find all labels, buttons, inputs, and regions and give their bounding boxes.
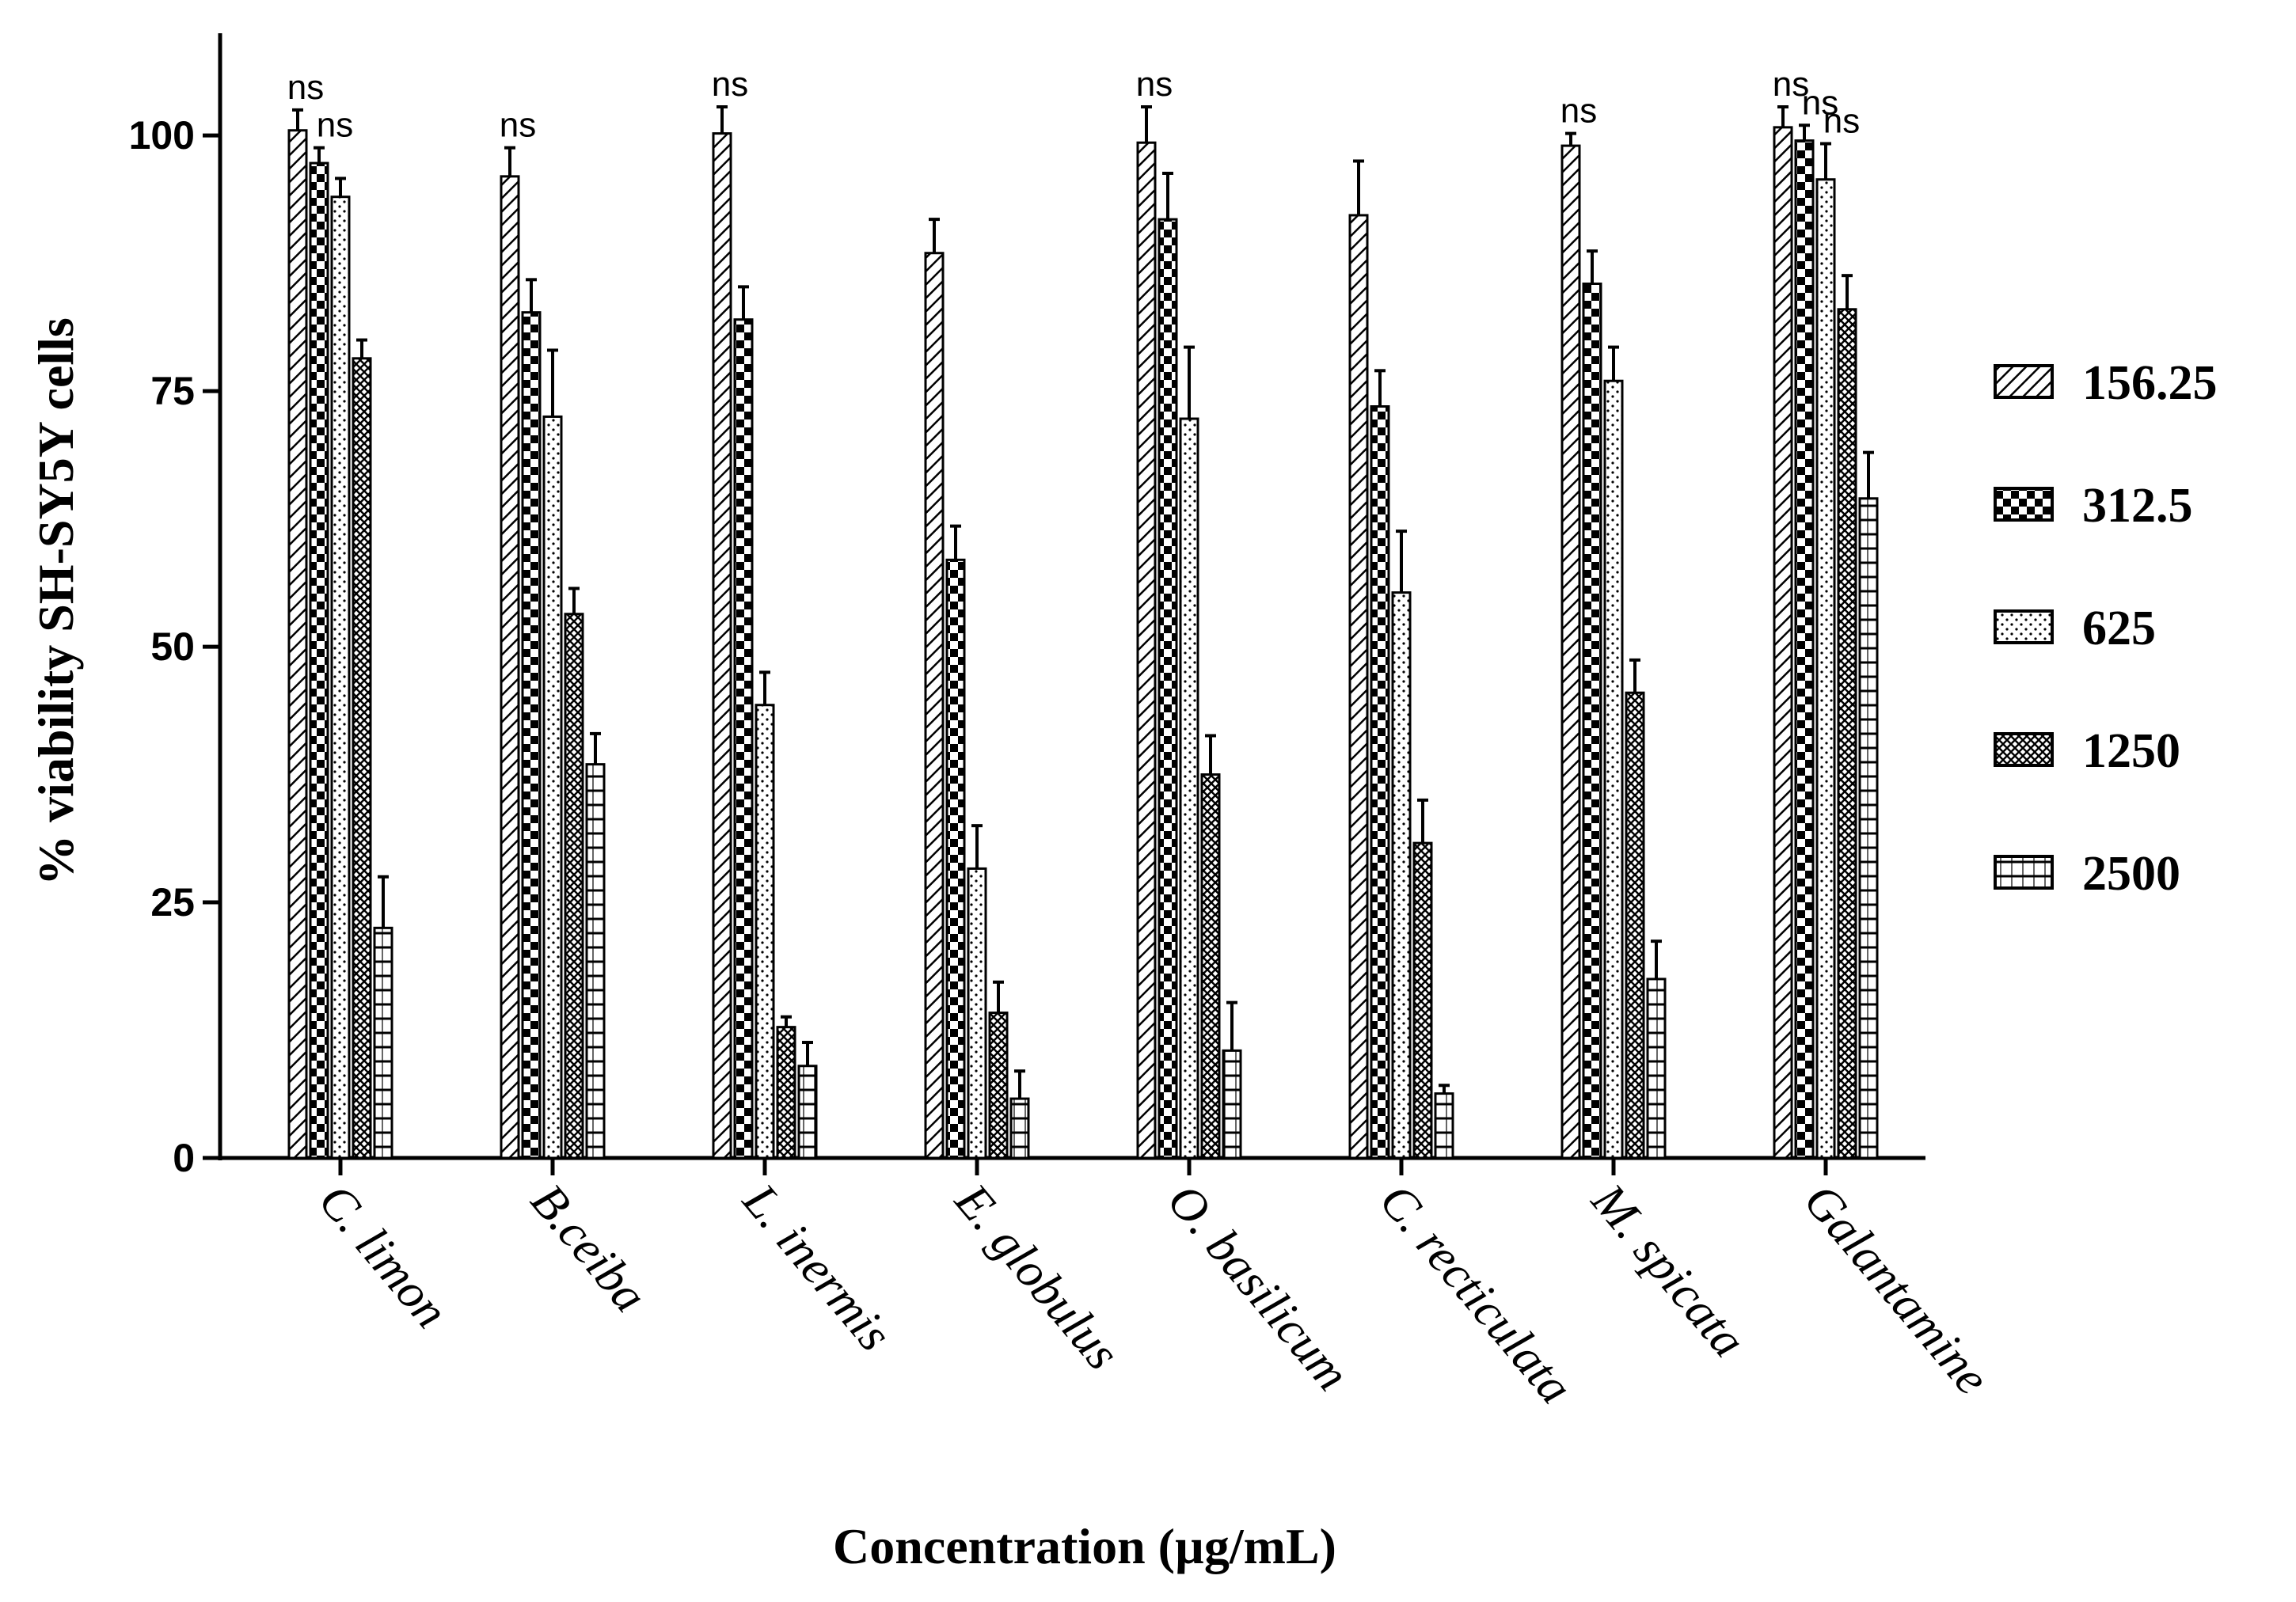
bar [1136,141,1157,1160]
bar [1646,978,1667,1160]
legend-label: 625 [2082,602,2156,655]
x-tick-label: L. inermis [732,1174,902,1361]
x-tick-label: Galantamine [1793,1174,1999,1405]
bar [1370,405,1390,1160]
bar [373,926,393,1160]
legend-swatch [1994,855,2054,890]
y-tick-label: 50 [150,624,195,669]
legend-label: 312.5 [2082,479,2193,533]
x-axis-title: Concentration (µg/mL) [833,1518,1336,1574]
bar [1773,126,1793,1160]
ns-annotation: ns [1823,102,1860,141]
legend-swatch [1994,364,2054,399]
bar [1348,214,1369,1160]
bar [1434,1092,1454,1160]
bar [542,415,563,1160]
bar [1794,139,1815,1160]
legend: 156.25 312.5 625 1250 2500 [1994,356,2218,901]
bar [1009,1097,1030,1160]
bar [1582,282,1602,1160]
x-tick-label: B.ceiba [520,1174,657,1322]
bar [352,357,372,1160]
legend-label: 1250 [2082,724,2180,778]
y-tick-label: 25 [150,880,195,924]
ns-annotation: ns [1136,65,1173,104]
bar [967,867,987,1160]
y-tick-label: 0 [173,1136,195,1180]
x-tick-label: E. globulus [945,1174,1130,1380]
bar [755,704,775,1160]
bar [564,613,584,1160]
bar [1625,691,1645,1160]
bar [1858,497,1879,1160]
legend-swatch [1994,732,2054,767]
x-tick-label: C. limon [308,1174,458,1338]
bar [1603,379,1624,1160]
ns-annotation: ns [317,106,353,145]
bar [1200,773,1221,1160]
bar [797,1065,818,1160]
bar [1560,144,1581,1160]
bar [1158,218,1178,1160]
ns-annotation: ns [712,65,748,104]
bar [1391,591,1412,1160]
bar [309,161,329,1160]
legend-label: 2500 [2082,847,2180,901]
bar [945,558,966,1160]
bar [521,311,542,1160]
y-tick-label: 100 [129,113,195,158]
legend-label: 156.25 [2082,356,2218,410]
bar [712,132,732,1160]
bar [287,129,308,1160]
bar [585,763,606,1160]
y-axis-title: % viability SH-SY5Y cells [28,317,84,886]
bar [1412,841,1433,1160]
bar [776,1026,796,1160]
bar [988,1012,1009,1160]
bar [1837,308,1857,1160]
x-tick-label: C. recticulata [1369,1174,1583,1414]
plot-area: 0 25 50 75 100 C. limon B.ceiba L. inermis E. gl… [129,33,1999,1414]
bar [1222,1049,1242,1160]
bar [500,175,520,1160]
legend-swatch [1994,609,2054,644]
y-tick-label: 75 [150,369,195,413]
ns-annotation: ns [1773,65,1809,104]
bar [924,252,945,1160]
bar [330,196,351,1160]
bar [733,318,754,1160]
x-tick-label: O. basilicum [1157,1174,1359,1400]
bar [1179,417,1199,1160]
bar [1815,178,1836,1160]
ns-annotation: ns [287,68,324,107]
legend-swatch [1994,487,2054,522]
x-tick-label: M. spicata [1581,1174,1756,1368]
ns-annotation: ns [1802,83,1838,122]
ns-annotation: ns [500,106,536,145]
ns-annotation: ns [1560,92,1597,131]
